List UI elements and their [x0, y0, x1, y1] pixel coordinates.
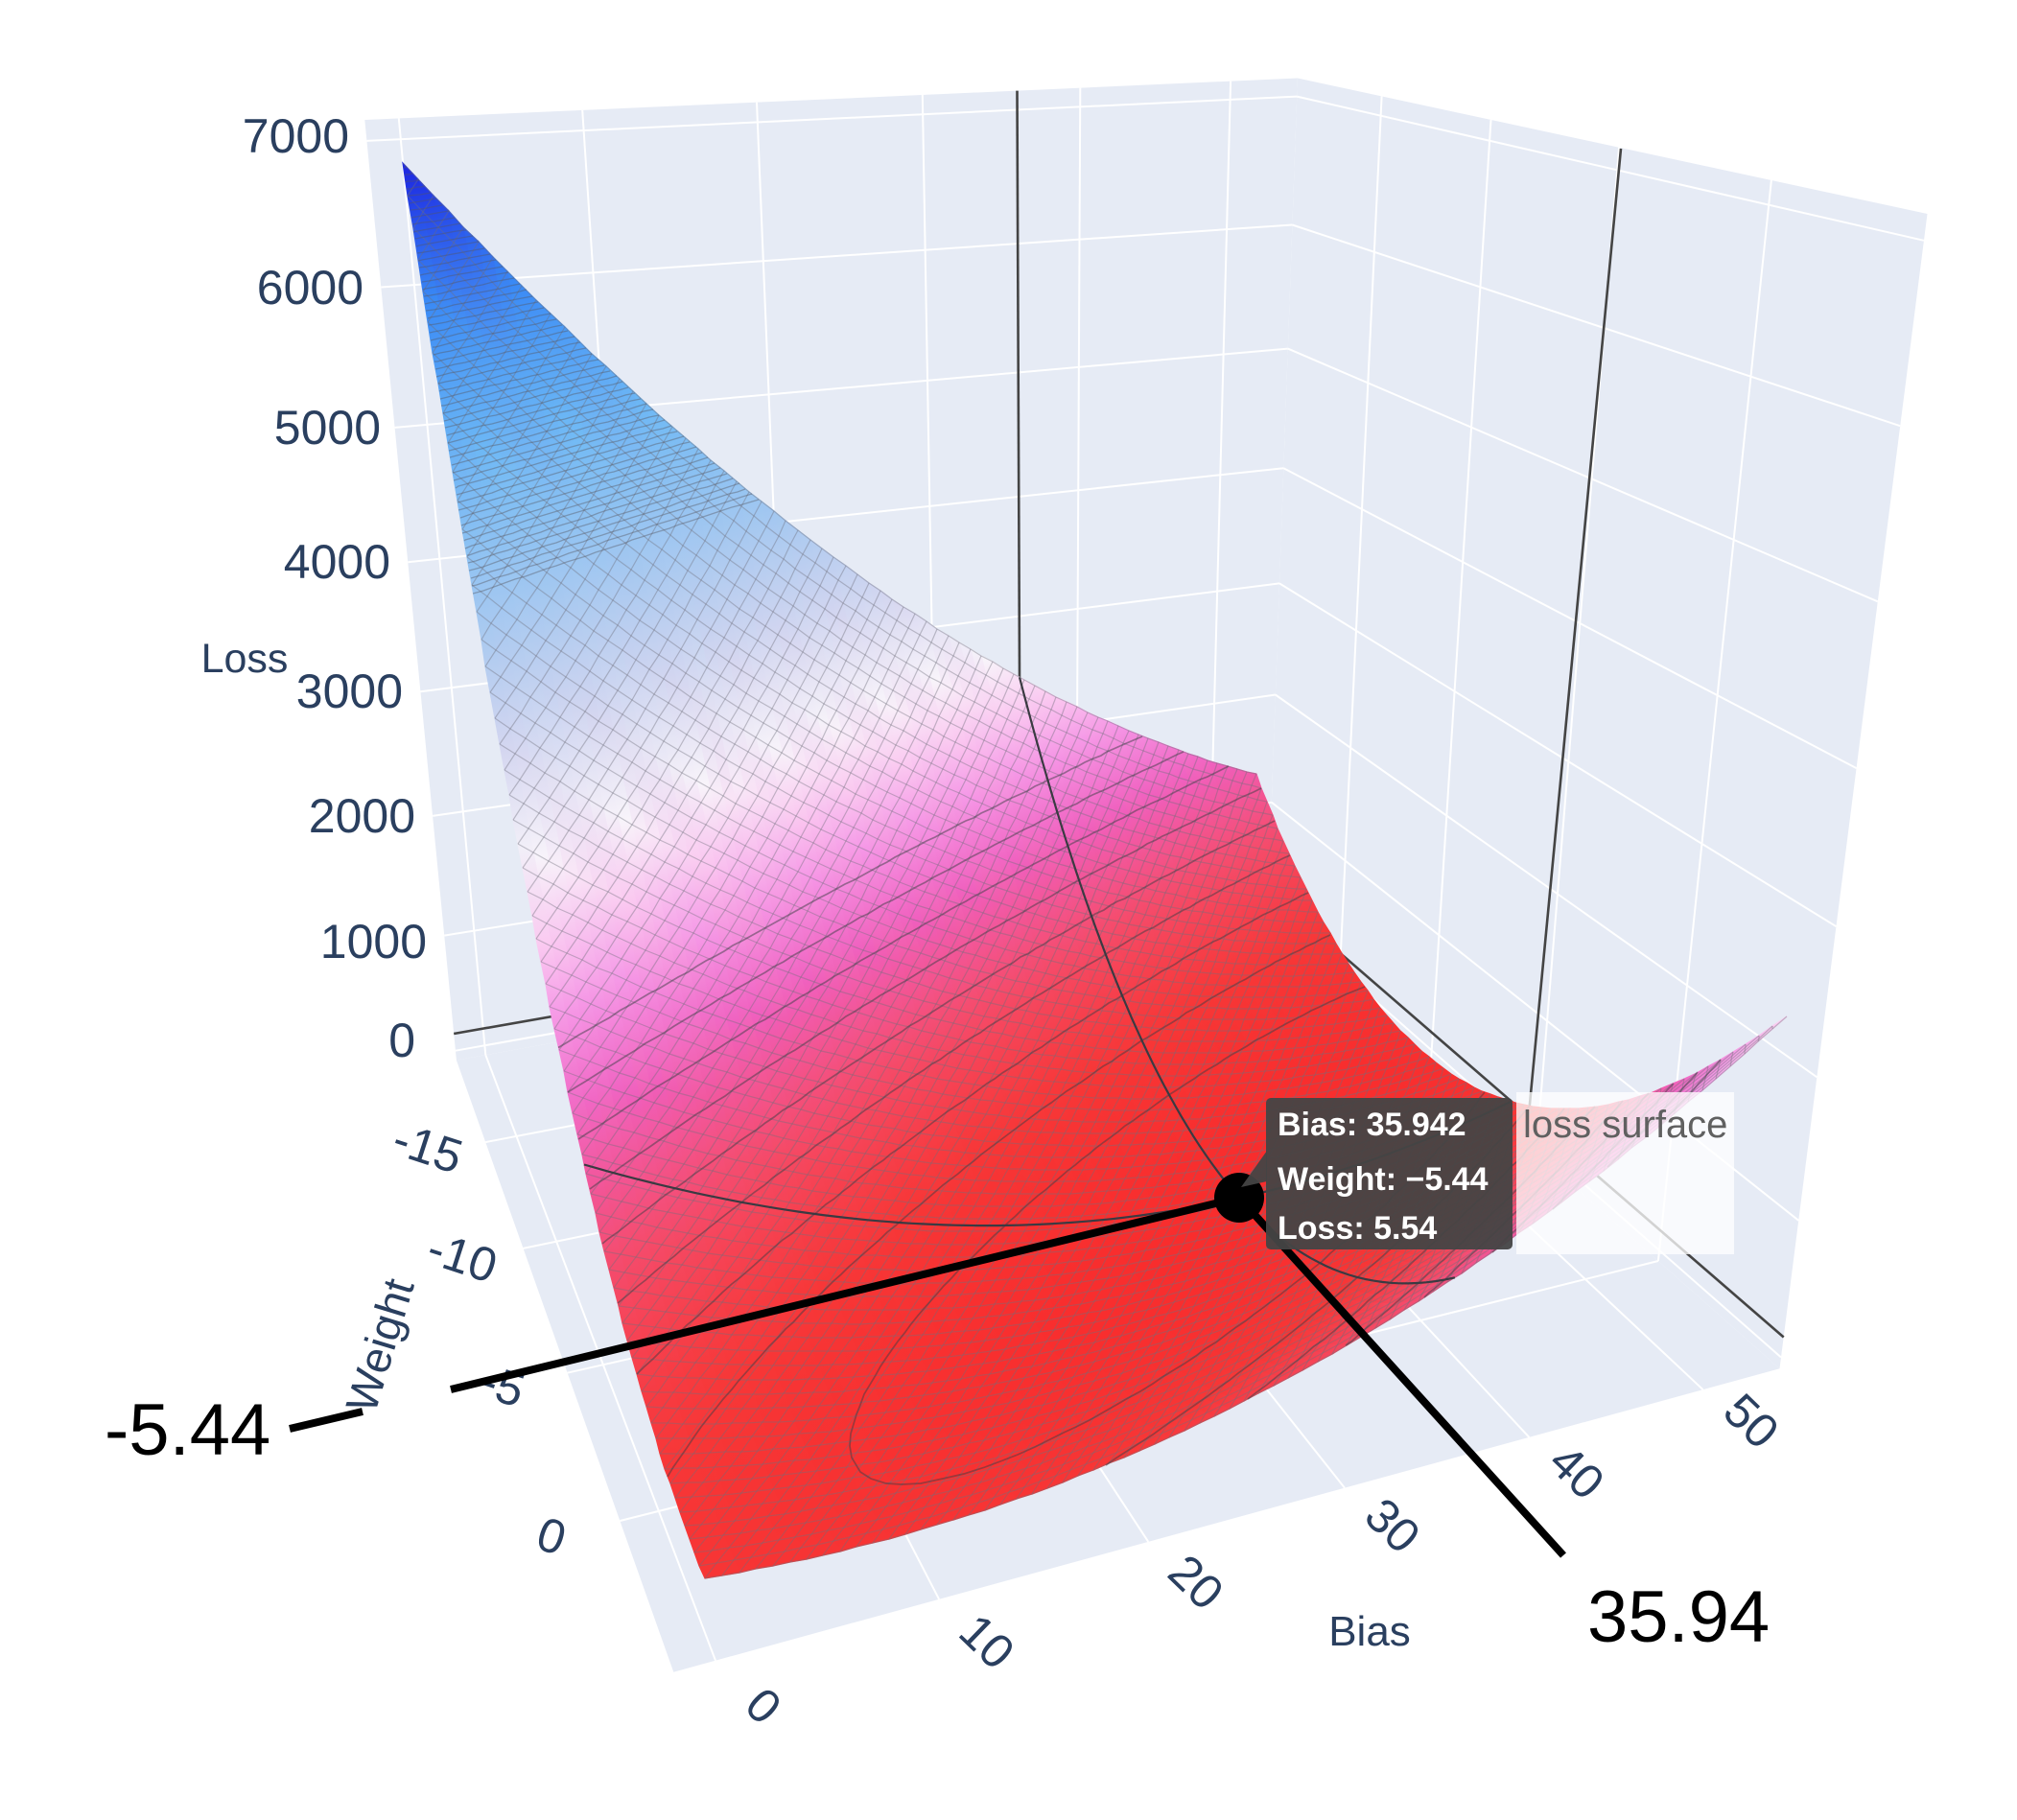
svg-text:3000: 3000 — [296, 665, 403, 718]
svg-text:7000: 7000 — [243, 109, 349, 163]
svg-text:Bias: Bias — [1328, 1608, 1411, 1655]
svg-text:Bias: 35.942: Bias: 35.942 — [1278, 1107, 1466, 1143]
svg-text:5000: 5000 — [274, 401, 381, 455]
svg-text:2000: 2000 — [309, 789, 415, 843]
svg-text:Loss: Loss — [201, 636, 289, 682]
svg-text:35.94: 35.94 — [1587, 1576, 1770, 1658]
svg-text:0: 0 — [388, 1014, 415, 1067]
svg-text:4000: 4000 — [284, 535, 390, 589]
svg-text:loss surface: loss surface — [1523, 1104, 1727, 1146]
svg-text:Loss: 5.54: Loss: 5.54 — [1278, 1210, 1437, 1247]
svg-text:1000: 1000 — [320, 915, 427, 968]
svg-text:Weight: −5.44: Weight: −5.44 — [1278, 1161, 1489, 1198]
svg-text:6000: 6000 — [257, 261, 364, 315]
svg-text:-5.44: -5.44 — [105, 1389, 270, 1471]
